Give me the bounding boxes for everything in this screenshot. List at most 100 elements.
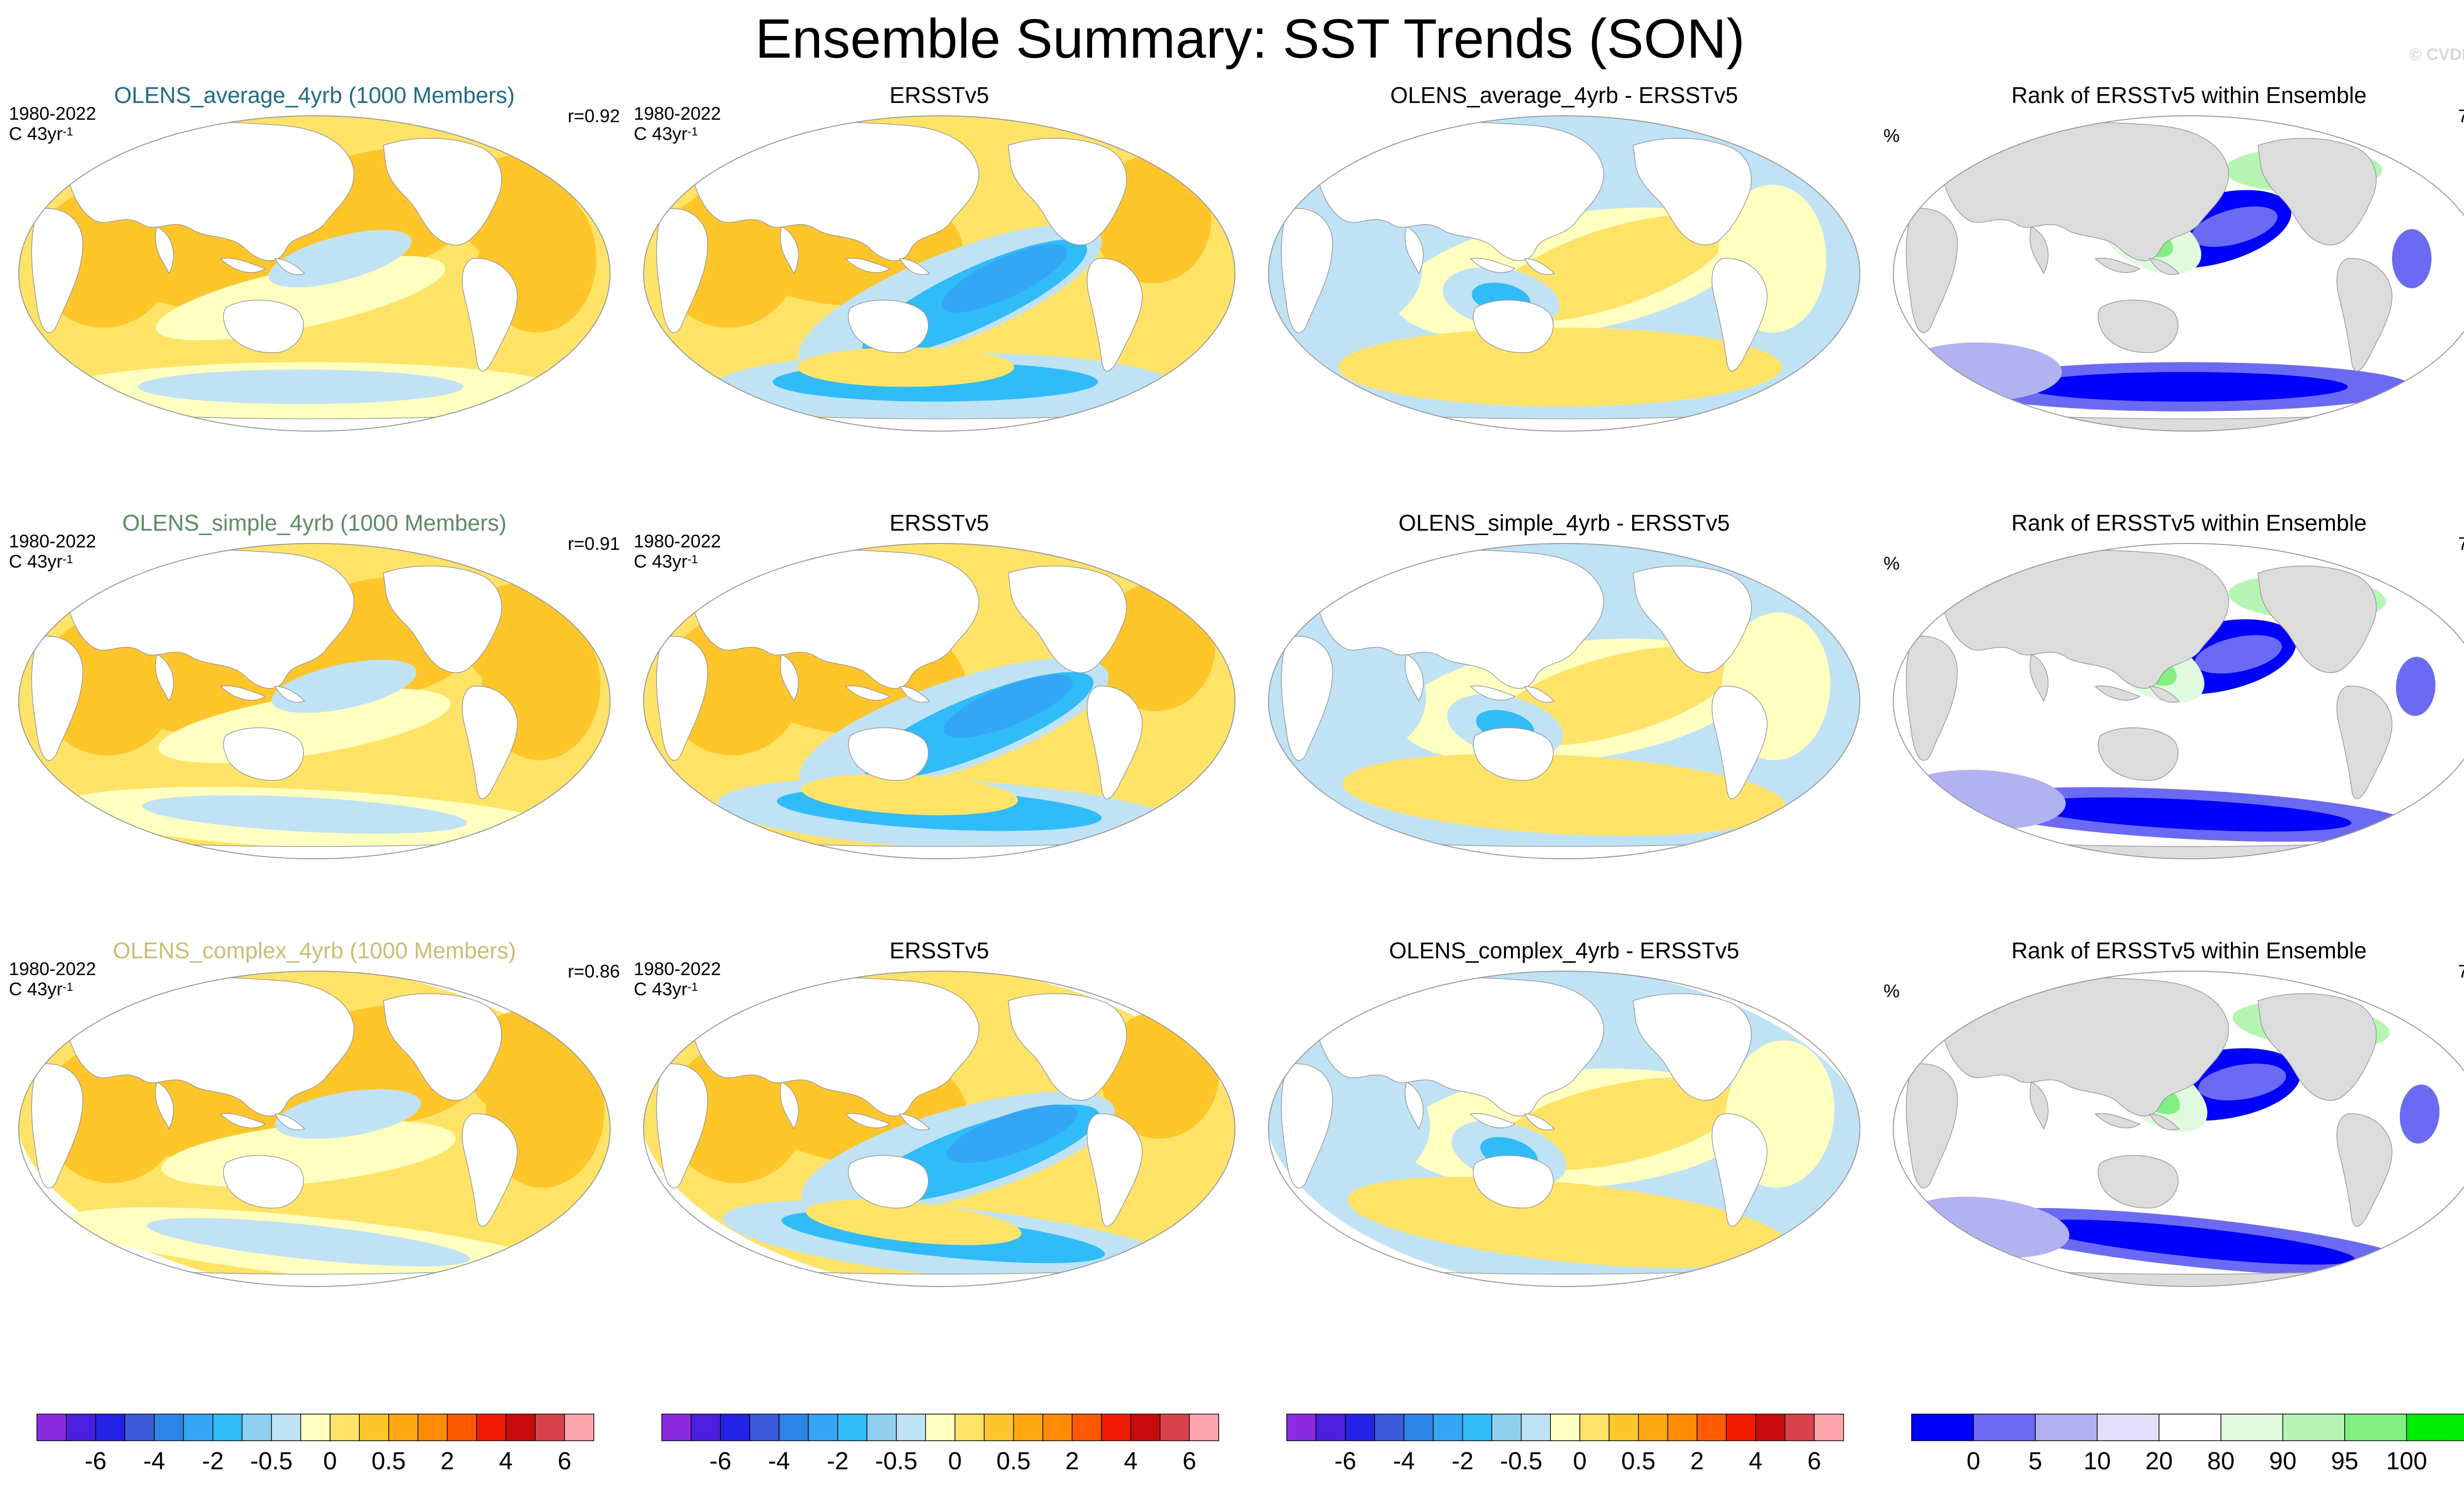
rank-percent: 71% xyxy=(2458,961,2464,981)
pattern-correlation: r=0.91 xyxy=(568,534,620,554)
land-mass xyxy=(1404,1081,1424,1130)
land-mass xyxy=(220,685,266,701)
contour-region xyxy=(2031,1219,2355,1265)
colorbar-swatch xyxy=(1433,1414,1463,1441)
land-mass xyxy=(2450,168,2464,197)
colorbar-swatch xyxy=(1286,1414,1317,1441)
land-mass xyxy=(575,1023,608,1052)
map-border xyxy=(1267,971,1861,1287)
colorbar-swatch xyxy=(984,1414,1014,1441)
land-mass xyxy=(274,1114,306,1131)
land-mass xyxy=(1633,993,1752,1101)
colorbar-swatch xyxy=(1130,1414,1161,1441)
colorbar-swatch xyxy=(837,1414,868,1441)
colorbar-swatch xyxy=(66,1414,96,1441)
map-field xyxy=(19,543,610,859)
colorbar-swatch xyxy=(1013,1414,1043,1441)
colorbar-swatch xyxy=(476,1414,507,1441)
rank-colorbar: 0 5 10 20 80 90 95 100 xyxy=(1911,1414,2464,1475)
land-mass xyxy=(1087,685,1143,799)
colorbar-tick-label: -4 xyxy=(143,1447,165,1475)
land-mass xyxy=(1711,1113,1768,1227)
colorbar-swatch xyxy=(954,1414,985,1441)
colorbar-tick-label: 6 xyxy=(1808,1447,1821,1475)
land-mass xyxy=(1200,168,1233,197)
diff-map-panel xyxy=(1267,543,1861,859)
land-mass xyxy=(899,258,930,275)
colorbar-tick-label: 0 xyxy=(948,1447,962,1475)
colorbar-swatch xyxy=(154,1414,184,1441)
page-title: Ensemble Summary: SST Trends (SON) xyxy=(755,8,1745,69)
land-mass xyxy=(1751,557,1782,585)
colorbar-tick-label: 4 xyxy=(1124,1447,1138,1475)
units-prefix: C 43yr xyxy=(634,551,687,572)
colorbar-swatch xyxy=(1071,1414,1102,1441)
contour-region xyxy=(946,1104,1078,1163)
contour-region xyxy=(806,1200,1022,1245)
contour-region xyxy=(2191,206,2278,247)
land-mass xyxy=(1281,1063,1333,1189)
land-mass xyxy=(1524,1114,1555,1131)
colorbar-tick-label: 0.5 xyxy=(372,1447,406,1475)
colorbar-swatch xyxy=(1521,1414,1551,1441)
colorbar-tick-label: 10 xyxy=(2084,1447,2111,1475)
land-mass xyxy=(690,121,980,261)
map-border xyxy=(1892,115,2464,432)
model-map-panel xyxy=(18,115,611,432)
land-mass xyxy=(1633,565,1752,673)
colorbar-tick-label: 80 xyxy=(2207,1447,2235,1475)
units-exponent: -1 xyxy=(62,981,73,994)
land-mass xyxy=(1472,1155,1554,1209)
land-mass xyxy=(1126,130,1158,157)
land-mass xyxy=(65,121,355,261)
colorbar-swatch xyxy=(564,1414,594,1441)
map-border xyxy=(1892,543,2464,859)
land-mass xyxy=(2149,258,2180,275)
colorbar-tick-label: 0 xyxy=(323,1447,337,1475)
land-mass xyxy=(1470,258,1516,273)
land-mass xyxy=(1906,208,1958,334)
contour-region xyxy=(1338,328,1782,406)
land-mass xyxy=(1940,121,2229,261)
land-mass xyxy=(220,258,266,273)
land-mass xyxy=(780,1081,799,1130)
diff-panel-title: OLENS_simple_4yrb - ERSSTv5 xyxy=(1398,510,1730,536)
land-mass xyxy=(383,565,502,673)
colorbar-tick-label: -4 xyxy=(1393,1447,1415,1475)
land-mass xyxy=(65,977,355,1116)
colorbar-tick-label: 0 xyxy=(1967,1447,1981,1475)
map-field xyxy=(1268,543,1860,859)
land-mass xyxy=(2094,258,2141,273)
units-exponent: -1 xyxy=(687,125,698,138)
land-mass xyxy=(2376,130,2407,157)
diff-panel-title: OLENS_complex_4yrb - ERSSTv5 xyxy=(1389,938,1740,963)
land-mass xyxy=(1711,685,1768,799)
map-field xyxy=(644,543,1235,859)
land-mass xyxy=(1200,1023,1233,1052)
units-label: C 43yr-1 xyxy=(634,551,698,572)
pattern-correlation: r=0.92 xyxy=(568,106,620,126)
land-mass xyxy=(845,685,891,701)
land-mass xyxy=(155,226,174,274)
contour-region xyxy=(2194,635,2282,674)
trend-colorbar-diff: -6 -4 -2 -0.5 0 0.5 2 4 6 xyxy=(1286,1414,1844,1475)
colorbar-tick-label: 95 xyxy=(2331,1447,2359,1475)
land-mass xyxy=(2336,258,2393,372)
colorbar-swatch xyxy=(1726,1414,1756,1441)
units-exponent: -1 xyxy=(62,125,73,138)
land-mass xyxy=(845,258,891,273)
period-label: 1980-2022 xyxy=(634,959,721,979)
land-mass xyxy=(2376,557,2407,585)
land-mass xyxy=(1472,727,1554,781)
colorbar-swatch xyxy=(212,1414,243,1441)
colorbar-tick-label: 20 xyxy=(2145,1447,2173,1475)
units-prefix: C 43yr xyxy=(634,979,687,999)
map-field xyxy=(19,971,610,1286)
land-mass xyxy=(1008,993,1127,1101)
land-mass xyxy=(2097,300,2179,353)
contour-region xyxy=(274,1089,421,1139)
map-border xyxy=(1267,115,1861,432)
colorbar-swatch xyxy=(749,1414,780,1441)
land-mass xyxy=(1281,636,1333,761)
colorbar-swatch xyxy=(1042,1414,1073,1441)
